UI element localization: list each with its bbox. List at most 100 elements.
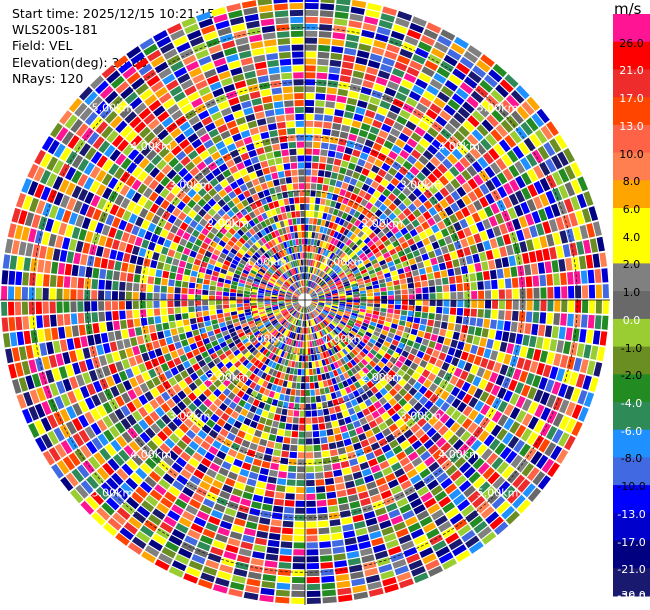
velocity-cell (294, 347, 298, 354)
velocity-cell (18, 241, 27, 256)
velocity-cell (236, 372, 244, 380)
velocity-cell (292, 375, 297, 382)
velocity-cell (352, 584, 367, 594)
velocity-cell (72, 417, 83, 432)
velocity-cell (428, 444, 439, 455)
velocity-cell (367, 292, 374, 297)
velocity-cell (215, 244, 224, 252)
velocity-cell (58, 326, 66, 339)
velocity-cell (392, 445, 403, 455)
velocity-cell (405, 516, 418, 527)
velocity-cell (306, 466, 314, 473)
velocity-cell (306, 306, 308, 313)
velocity-cell (293, 294, 299, 298)
velocity-cell (490, 319, 497, 329)
velocity-cell (182, 275, 190, 282)
velocity-cell (357, 100, 368, 109)
velocity-cell (423, 259, 431, 267)
velocity-cell (291, 325, 296, 332)
velocity-cell (321, 401, 328, 409)
velocity-cell (344, 537, 357, 546)
velocity-cell (90, 116, 103, 130)
velocity-cell (342, 380, 349, 388)
velocity-cell (371, 334, 379, 341)
velocity-cell (107, 259, 115, 270)
velocity-cell (323, 408, 330, 416)
velocity-cell (306, 570, 320, 577)
velocity-cell (355, 195, 363, 204)
velocity-cell (73, 252, 81, 265)
velocity-cell (335, 180, 343, 188)
velocity-cell (547, 300, 554, 312)
velocity-cell (63, 276, 71, 288)
velocity-cell (260, 395, 268, 403)
velocity-cell (338, 218, 345, 226)
velocity-cell (481, 261, 489, 271)
velocity-cell (317, 292, 324, 296)
velocity-cell (87, 334, 95, 346)
velocity-cell (90, 151, 103, 165)
velocity-cell (276, 314, 282, 319)
velocity-cell (199, 327, 207, 334)
velocity-cell (245, 263, 253, 269)
velocity-cell (265, 305, 272, 309)
velocity-cell (312, 155, 320, 162)
velocity-cell (359, 308, 366, 313)
velocity-cell (492, 248, 501, 259)
velocity-cell (542, 338, 551, 351)
velocity-cell (358, 378, 366, 386)
velocity-cell (32, 244, 41, 258)
velocity-cell (427, 173, 438, 184)
velocity-cell (346, 34, 360, 42)
velocity-cell (89, 166, 101, 179)
velocity-cell (243, 417, 252, 426)
velocity-cell (285, 423, 292, 430)
velocity-cell (252, 551, 265, 560)
velocity-cell (165, 256, 173, 265)
velocity-cell (77, 173, 89, 187)
velocity-cell (310, 197, 316, 204)
velocity-cell (269, 328, 276, 334)
velocity-cell (410, 347, 418, 356)
velocity-cell (357, 331, 365, 337)
velocity-cell (179, 423, 189, 434)
velocity-cell (49, 288, 56, 300)
velocity-cell (418, 194, 428, 204)
velocity-cell (128, 516, 142, 530)
velocity-cell (139, 382, 149, 394)
velocity-cell (286, 314, 292, 320)
velocity-cell (99, 268, 107, 279)
velocity-cell (337, 210, 344, 218)
velocity-cell (302, 313, 304, 320)
velocity-cell (112, 351, 121, 362)
velocity-cell (313, 268, 317, 275)
velocity-cell (73, 337, 82, 349)
velocity-cell (424, 400, 434, 410)
velocity-cell (209, 290, 216, 296)
velocity-cell (295, 389, 301, 396)
velocity-cell (90, 491, 104, 506)
velocity-cell (184, 325, 192, 332)
velocity-cell (527, 168, 538, 183)
velocity-cell (352, 202, 360, 210)
velocity-cell (306, 306, 309, 313)
velocity-cell (405, 120, 417, 131)
velocity-cell (63, 313, 71, 326)
velocity-cell (472, 376, 482, 387)
velocity-cell (443, 337, 452, 346)
velocity-cell (361, 255, 368, 262)
velocity-cell (408, 387, 418, 396)
velocity-cell (118, 291, 125, 300)
velocity-cell (134, 265, 143, 274)
velocity-cell (255, 275, 262, 281)
velocity-cell (150, 332, 158, 341)
velocity-cell (467, 178, 478, 190)
velocity-cell (345, 306, 352, 310)
velocity-cell (137, 170, 148, 182)
velocity-cell (394, 468, 405, 478)
velocity-cell (288, 307, 294, 312)
velocity-cell (238, 237, 246, 245)
velocity-cell (388, 397, 398, 407)
velocity-cell (459, 257, 467, 266)
velocity-cell (398, 85, 411, 96)
